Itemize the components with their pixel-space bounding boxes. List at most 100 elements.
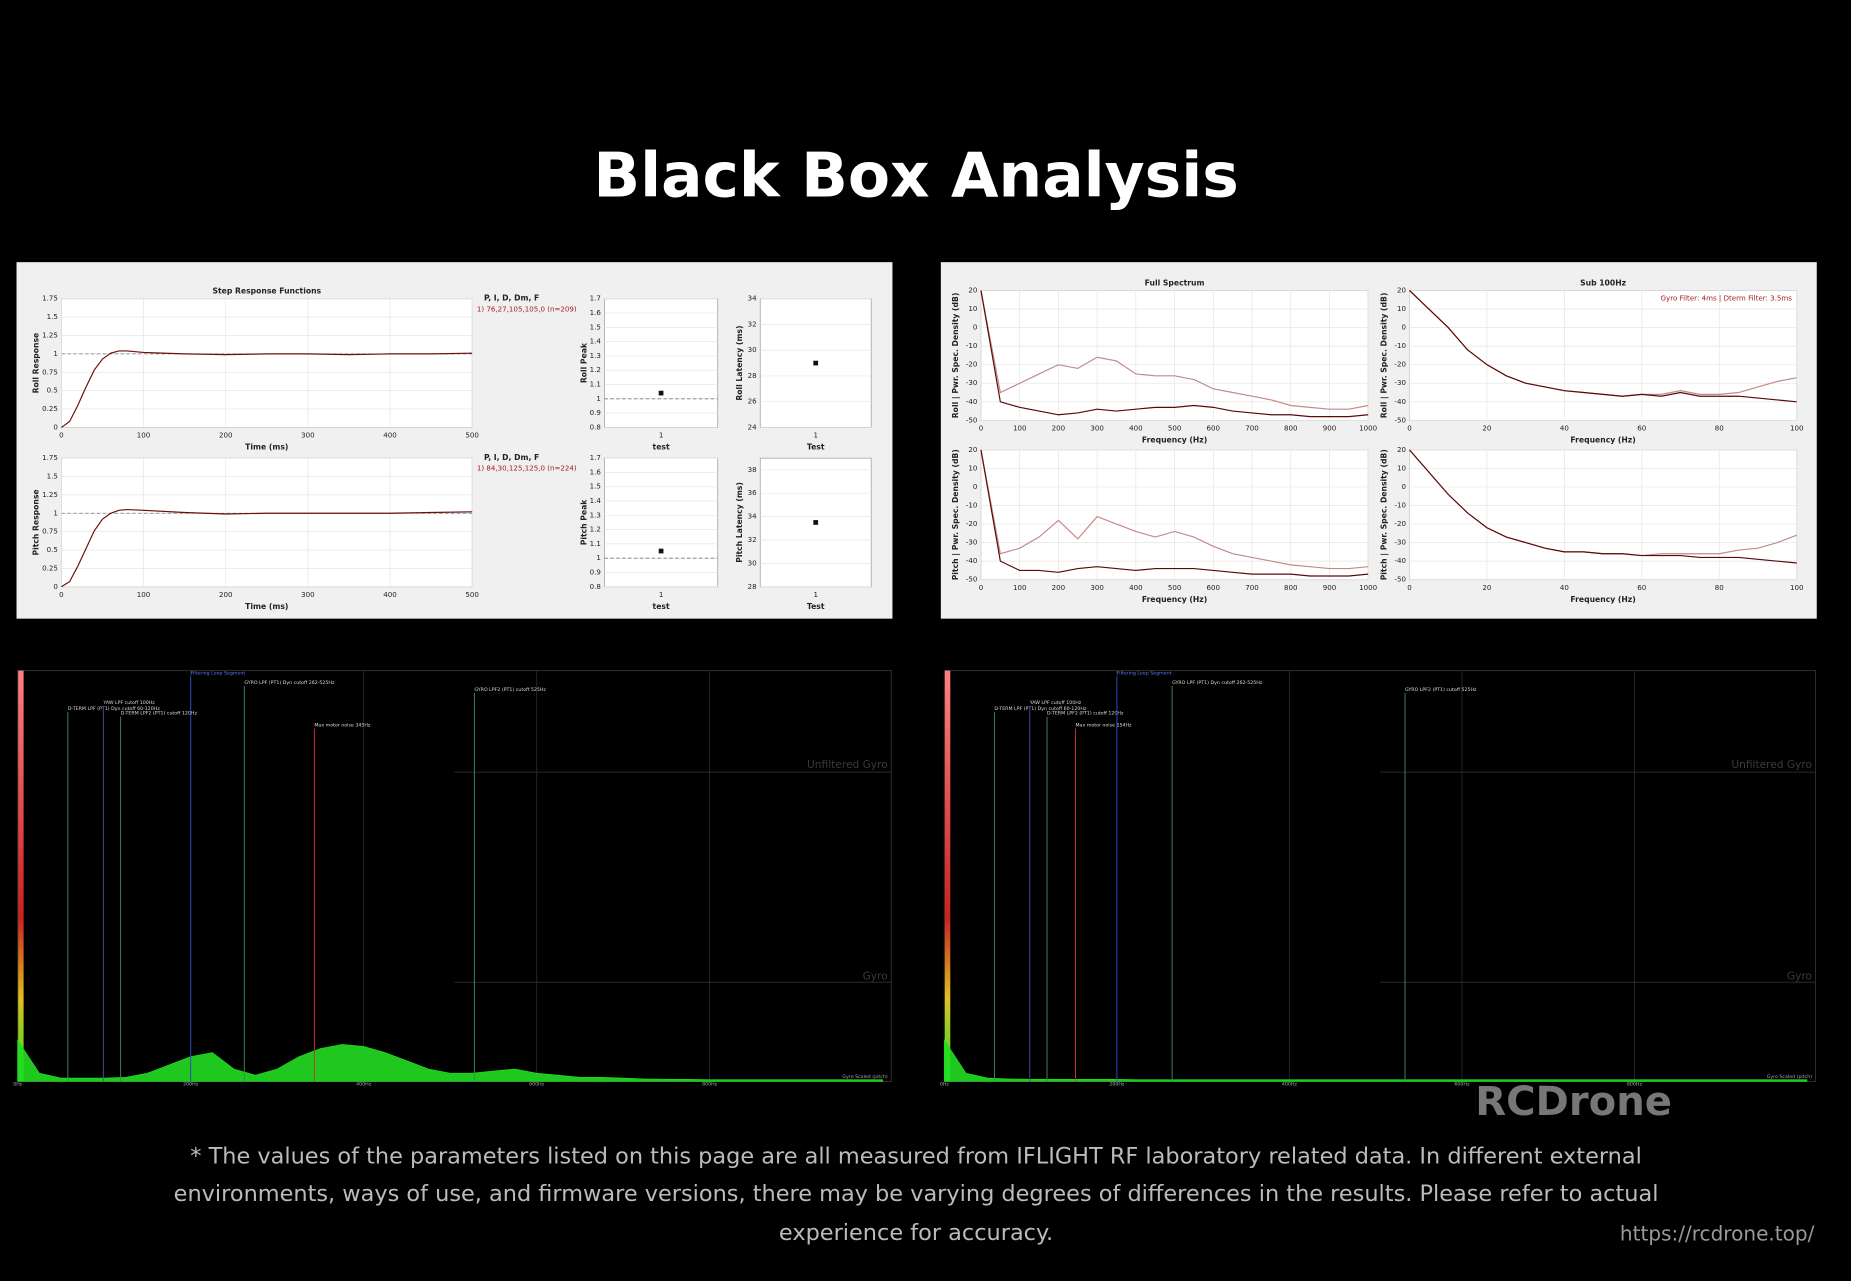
y-tick-label: 1.75 [42, 294, 58, 303]
y-tick-label: 20 [1397, 445, 1407, 454]
watermark: RCDrone [1475, 1079, 1672, 1125]
y-tick-label: -40 [1394, 556, 1406, 565]
x-tick-label: 200 [219, 590, 233, 599]
x-tick-label: 0 [979, 424, 984, 433]
x-tick-label: 900 [1323, 424, 1337, 433]
y-tick-label: 1 [596, 394, 601, 403]
y-tick-label: 0.75 [42, 367, 58, 376]
y-axis-label: Roll | Pwr. Spec. Density (dB) [951, 293, 961, 419]
page-title: Black Box Analysis [593, 141, 1238, 212]
trace-label: Unfiltered Gyro [1731, 758, 1812, 771]
y-tick-label: 1.6 [590, 308, 602, 317]
y-tick-label: -30 [1394, 538, 1406, 547]
x-tick-label: 200 [219, 431, 233, 440]
filter-marker-label: D-TERM LPF (PT1) Dyn cutoff 60-120Hz [68, 706, 160, 712]
x-tick-label: 0 [59, 431, 64, 440]
y-tick-label: -20 [966, 519, 978, 528]
x-tick-label: 0Hz [13, 1081, 23, 1087]
spectrum-fill [17, 1039, 883, 1082]
plot-area [61, 457, 473, 588]
x-tick-label: 600Hz [529, 1081, 545, 1087]
trace-label: Gyro Scaled (pitch) [842, 1074, 887, 1080]
x-tick-label: 900 [1323, 583, 1337, 592]
y-tick-label: 20 [968, 445, 978, 454]
y-tick-label: 1.1 [590, 380, 601, 389]
filter-marker-label: Max motor noise 345Hz [314, 722, 371, 728]
x-tick-label: 0 [1407, 583, 1412, 592]
x-tick-label: 300 [1090, 424, 1104, 433]
filter-marker-label: D-TERM LPF2 (PT1) cutoff 120Hz [121, 711, 198, 717]
y-tick-label: 1.3 [590, 351, 601, 360]
footnote-line: experience for accuracy. [779, 1220, 1053, 1246]
y-tick-label: -50 [966, 575, 978, 584]
x-tick-label: 200 [1052, 424, 1066, 433]
plot-area [1409, 449, 1798, 581]
y-tick-label: -40 [966, 397, 978, 406]
x-tick-label: 400Hz [356, 1081, 372, 1087]
y-tick-label: 1.2 [590, 365, 601, 374]
series-line [1409, 449, 1797, 564]
chart-title: Step Response Functions [212, 287, 321, 296]
y-tick-label: 0 [973, 482, 978, 491]
y-tick-label: 26 [748, 397, 758, 406]
y-tick-label: -30 [966, 378, 978, 387]
y-tick-label: 28 [748, 582, 758, 591]
x-axis-label: Test [807, 442, 825, 451]
y-tick-label: 1.1 [590, 539, 601, 548]
x-tick-label: 800 [1284, 424, 1298, 433]
y-tick-label: 10 [1397, 304, 1407, 313]
y-tick-label: 0.8 [590, 422, 602, 431]
y-tick-label: -30 [1394, 378, 1406, 387]
x-tick-label: 80 [1715, 424, 1725, 433]
x-tick-label: 800 [1284, 583, 1298, 592]
plot-area [604, 457, 719, 588]
x-tick-label: 100 [1790, 424, 1804, 433]
x-tick-label: 500 [465, 590, 479, 599]
y-tick-label: 1.6 [590, 467, 602, 476]
series-line [61, 350, 473, 428]
y-tick-label: -50 [1394, 415, 1406, 424]
y-tick-label: -40 [966, 556, 978, 565]
filter-marker-label: D-TERM LPF2 (PT1) cutoff 120Hz [1047, 711, 1124, 717]
x-tick-label: 400Hz [1282, 1081, 1298, 1087]
x-tick-label: 60 [1637, 424, 1647, 433]
y-axis-label: Pitch Peak [579, 499, 588, 546]
x-tick-label: 800Hz [1627, 1081, 1643, 1087]
y-tick-label: -20 [966, 360, 978, 369]
x-tick-label: 60 [1637, 583, 1647, 592]
y-tick-label: 32 [748, 319, 757, 328]
x-tick-label: 400 [1129, 424, 1143, 433]
x-tick-label: 200Hz [1109, 1081, 1125, 1087]
filter-marker-label: GYRO LPF2 (PT1) cutoff 525Hz [1405, 687, 1477, 693]
y-tick-label: -10 [966, 501, 978, 510]
spectrum-area [943, 670, 1817, 1082]
x-tick-label: 800Hz [702, 1081, 718, 1087]
x-tick-label: 400 [383, 590, 397, 599]
annotation: Gyro Filter: 4ms | Dterm Filter: 3.5ms [1661, 294, 1793, 303]
y-tick-label: -20 [1394, 360, 1406, 369]
y-tick-label: 10 [968, 463, 978, 472]
x-axis-label: Time (ms) [245, 442, 288, 451]
y-tick-label: 0.5 [47, 545, 58, 554]
y-tick-label: 0 [1401, 323, 1406, 332]
x-axis-label: test [653, 442, 670, 451]
y-axis-label: Roll | Pwr. Spec. Density (dB) [1380, 293, 1390, 419]
y-tick-label: 38 [748, 465, 758, 474]
y-tick-label: 32 [748, 535, 757, 544]
series-line [1409, 290, 1797, 403]
x-tick-label: 1 [659, 590, 664, 599]
y-axis-label: Roll Response [32, 333, 41, 394]
x-tick-label: 20 [1482, 424, 1492, 433]
x-tick-label: 200 [1052, 583, 1066, 592]
filter-marker-label: Max motor noise 154Hz [1075, 722, 1132, 728]
y-tick-label: 1.7 [590, 453, 601, 462]
plot-area [61, 298, 473, 428]
y-tick-label: 1.5 [590, 322, 601, 331]
y-tick-label: -40 [1394, 397, 1406, 406]
series-line [61, 508, 473, 588]
y-tick-label: -50 [1394, 575, 1406, 584]
y-axis-label: Roll Peak [579, 342, 588, 383]
x-tick-label: 100 [1013, 583, 1027, 592]
chart-title: Full Spectrum [1145, 278, 1205, 287]
